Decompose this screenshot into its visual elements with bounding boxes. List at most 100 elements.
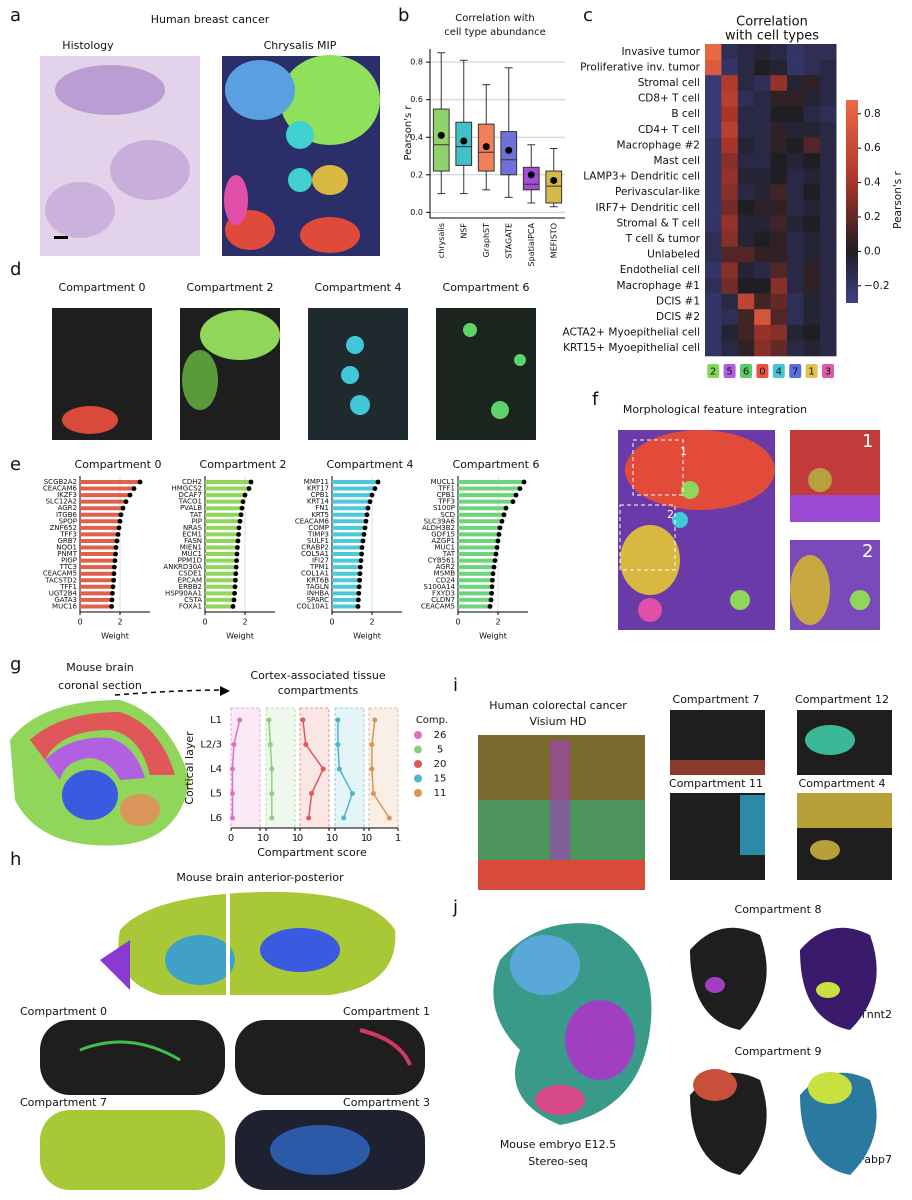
heat-cell [705,278,722,294]
heat-cell [754,231,771,248]
chart-title: Cortex-associated tissue [250,669,385,682]
dot [495,538,501,544]
colorbar-tick-label: −0.2 [864,280,890,292]
inset-label: 2 [862,541,873,562]
heat-cell [803,59,821,76]
heat-cell [754,293,771,310]
dot [236,525,242,531]
gene-label: SULF1 [307,537,329,545]
heat-cell [705,122,722,138]
dot [359,551,364,557]
panel-label: i [453,675,458,696]
heat-cell [721,215,739,232]
gene-label: FXYD3 [432,589,455,597]
legend-swatch [414,774,422,783]
x-tick-label: 0 [329,618,334,627]
row-label: Stromal & T cell [616,217,700,229]
heat-cell [819,44,837,60]
gene-label: ERBB2 [179,583,202,591]
image-title: Compartment 8 [735,903,822,916]
panel-label: b [398,5,409,26]
dot [369,492,375,498]
box [522,166,540,191]
column-label: 7 [792,367,798,378]
dot [231,597,237,603]
heat-cell [819,153,837,170]
compartment-images [52,308,536,440]
dot [490,577,495,583]
heat-cell [754,122,771,138]
y-tick-label: 0.0 [410,208,423,217]
heat-cell [819,324,837,341]
point [369,742,375,747]
gene-label: TAT [442,550,456,558]
x-tick-label: 0 [77,618,82,627]
dot [137,479,143,485]
gene-label: TACO1 [178,498,202,506]
dot [364,512,370,518]
heat-cell [787,293,804,310]
heat-cell [754,184,771,201]
chart-title: with cell types [725,29,819,44]
x-tick-label: 2 [117,618,122,627]
x-tick-label: 0 [297,833,303,844]
heat-cell [787,215,804,232]
x-tick-label: 0 [455,618,460,627]
gene-label: Fabp7 [859,1153,892,1166]
point [300,717,306,723]
heat-cell [819,122,837,138]
legend-label: 5 [437,745,443,756]
heat-cell [754,246,771,263]
heat-cell [787,59,804,76]
row-label: Macrophage #1 [617,280,700,292]
heat-cell [819,215,837,232]
heat-cell [721,122,739,138]
heat-cell [705,324,722,341]
heat-cell [803,309,821,326]
heat-cell [754,75,771,92]
y-tick-label: 0.6 [410,95,423,104]
x-tick-label: 2 [369,618,374,627]
colorbar-tick-label: 0.6 [864,142,881,154]
gene-label: PIP [191,517,202,525]
column-chip [805,364,818,378]
column-chip [772,364,785,378]
column-label: 5 [726,367,732,378]
gene-label: ITGB6 [56,511,78,519]
chart-title: Correlation [736,15,808,30]
heat-cell [754,200,771,216]
heat-cell [819,184,837,201]
heat-cell [754,153,771,170]
colorectal-images [478,710,892,890]
colorbar-tick-label: 0.2 [864,211,881,223]
point [320,766,326,772]
x-axis-label: Weight [353,632,381,641]
gene-label: GRB7 [57,537,77,545]
dot [489,584,495,590]
gene-label: MUC1 [181,550,202,558]
panel-label: j [452,897,458,918]
heat-cell [803,262,821,279]
heat-cell [787,44,804,60]
heat-cell [787,200,804,216]
row-label: Proliferative inv. tumor [580,61,701,73]
gene-label: CEACAM5 [43,570,77,578]
x-tick-label: NSF [459,223,468,239]
heat-cell [770,168,788,185]
row-label: CD8+ T cell [638,93,700,105]
dot [501,512,507,518]
y-tick-label: L5 [210,789,222,800]
heat-cell [770,75,788,92]
heat-cell [721,200,739,216]
panel-title: Human breast cancer [151,13,270,26]
heat-cell [721,168,739,185]
dot [356,597,361,603]
chart-title: Compartment 0 [75,458,162,471]
dot [357,571,363,577]
dot [234,551,240,557]
x-tick-label: 0 [263,833,269,844]
dot [109,597,115,603]
dot [240,499,246,505]
heat-cell [787,122,804,138]
chart-title: Compartment 6 [453,458,540,471]
